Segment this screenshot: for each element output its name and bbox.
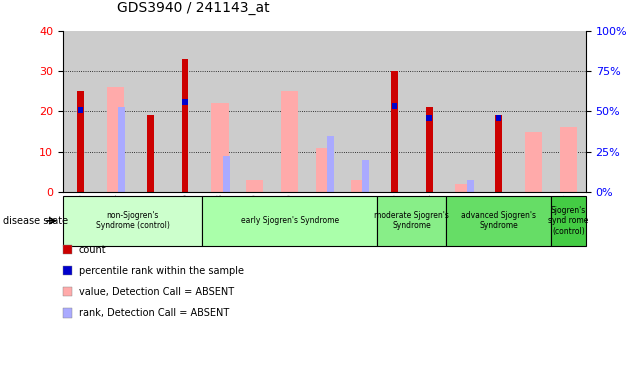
Bar: [350, 180, 368, 192]
Text: advanced Sjogren's
Syndrome: advanced Sjogren's Syndrome: [461, 211, 536, 230]
Bar: [281, 91, 299, 192]
Bar: [377, 31, 411, 192]
Bar: [307, 31, 342, 192]
Bar: [447, 196, 551, 246]
Text: Sjogren's
synd rome
(control): Sjogren's synd rome (control): [548, 206, 588, 236]
Bar: [181, 59, 188, 192]
Text: disease state: disease state: [3, 216, 68, 226]
Bar: [467, 180, 474, 192]
Bar: [447, 31, 481, 192]
Bar: [559, 127, 577, 192]
Text: count: count: [79, 245, 106, 255]
Bar: [246, 180, 263, 192]
Text: value, Detection Call = ABSENT: value, Detection Call = ABSENT: [79, 287, 234, 297]
Bar: [133, 31, 168, 192]
Bar: [202, 196, 377, 246]
Bar: [516, 31, 551, 192]
Text: percentile rank within the sample: percentile rank within the sample: [79, 266, 244, 276]
Bar: [342, 31, 377, 192]
Bar: [222, 156, 229, 192]
Text: early Sjogren's Syndrome: early Sjogren's Syndrome: [241, 216, 339, 225]
Bar: [327, 136, 334, 192]
Bar: [455, 184, 472, 192]
Text: non-Sjogren's
Syndrome (control): non-Sjogren's Syndrome (control): [96, 211, 169, 230]
Bar: [147, 115, 154, 192]
Bar: [272, 31, 307, 192]
Bar: [551, 196, 586, 246]
Bar: [106, 87, 124, 192]
Text: GDS3940 / 241143_at: GDS3940 / 241143_at: [117, 2, 270, 15]
Bar: [202, 31, 238, 192]
Bar: [496, 115, 501, 121]
Bar: [316, 148, 333, 192]
Bar: [98, 31, 133, 192]
Bar: [63, 196, 202, 246]
Bar: [481, 31, 516, 192]
Bar: [63, 31, 98, 192]
Bar: [495, 115, 502, 192]
Bar: [525, 131, 542, 192]
Bar: [118, 107, 125, 192]
Bar: [391, 71, 398, 192]
Bar: [77, 91, 84, 192]
Bar: [168, 31, 202, 192]
Bar: [78, 107, 83, 113]
Text: moderate Sjogren's
Syndrome: moderate Sjogren's Syndrome: [374, 211, 449, 230]
Text: rank, Detection Call = ABSENT: rank, Detection Call = ABSENT: [79, 308, 229, 318]
Bar: [392, 103, 397, 109]
Bar: [211, 103, 229, 192]
Bar: [362, 160, 369, 192]
Bar: [425, 107, 433, 192]
Bar: [551, 31, 586, 192]
Bar: [427, 115, 432, 121]
Bar: [411, 31, 447, 192]
Bar: [377, 196, 447, 246]
Bar: [183, 99, 188, 105]
Bar: [238, 31, 272, 192]
